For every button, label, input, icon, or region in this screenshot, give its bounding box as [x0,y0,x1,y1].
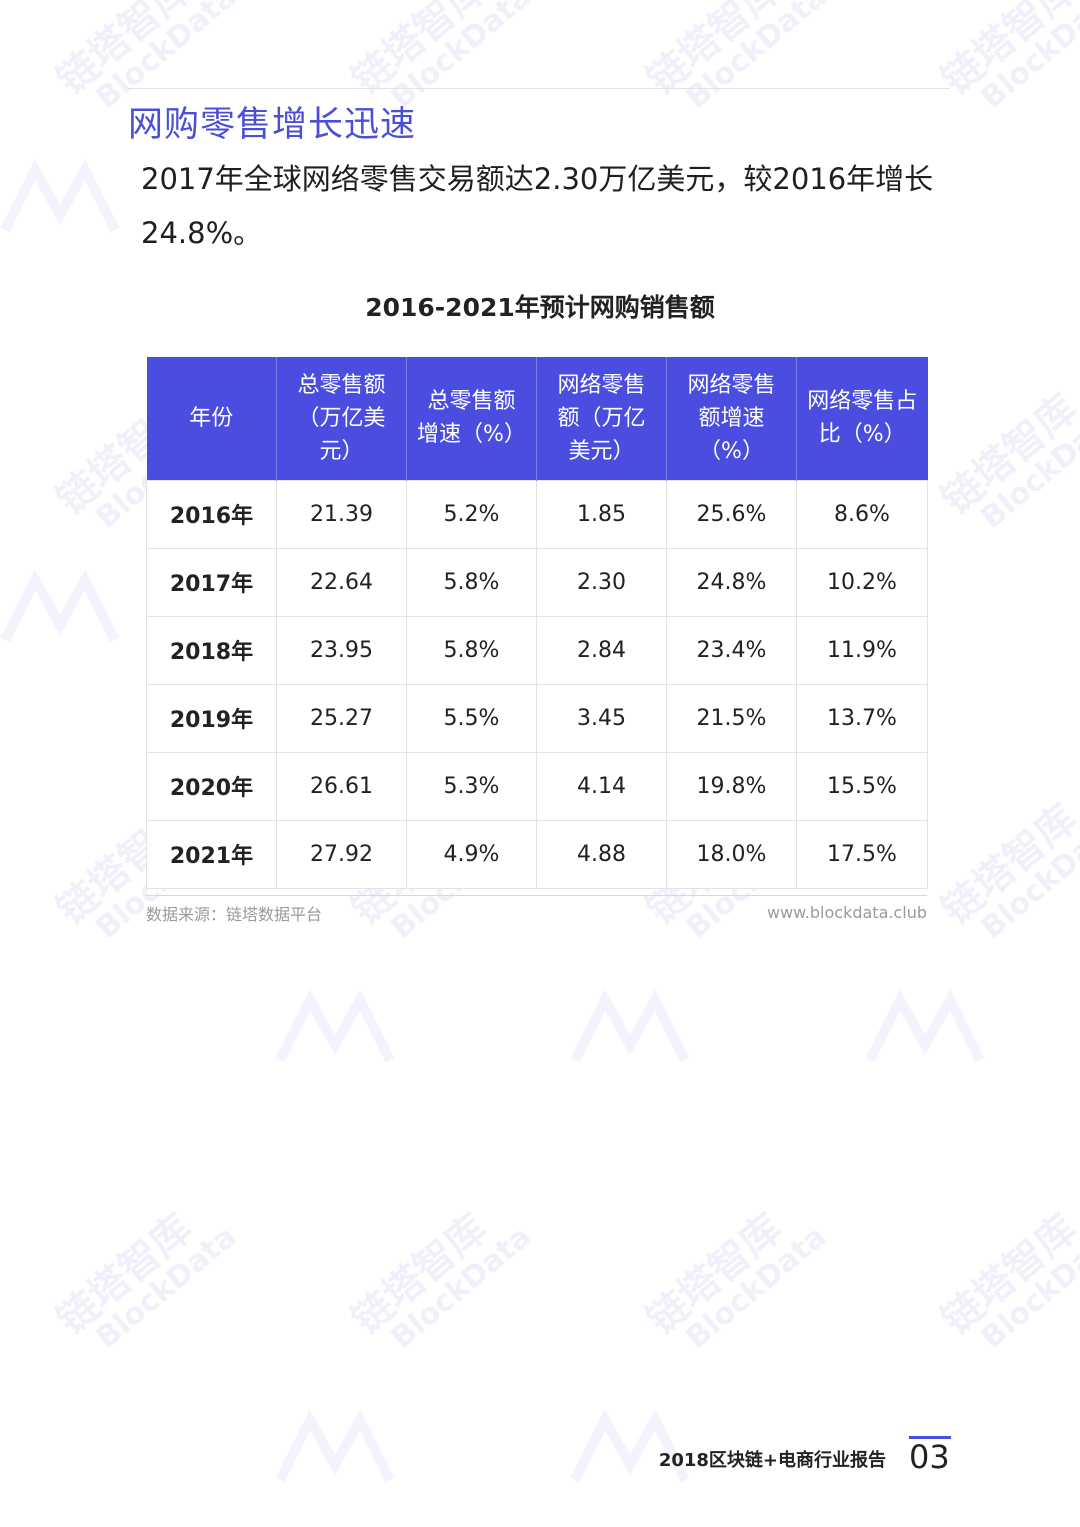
table-cell: 4.14 [536,751,667,821]
table-cell: 4.9% [406,819,537,889]
column-header-online-retail: 网络零售额（万亿美元） [536,357,667,480]
table-cell: 21.39 [276,479,407,549]
table-cell: 24.8% [666,547,797,617]
watermark-cn: 链塔智库 [933,1205,1080,1344]
page-title: 网购零售增长迅速 [128,105,417,145]
watermark-cn: 链塔智库 [933,795,1080,934]
column-header-online-retail-growth: 网络零售额增速（%） [666,357,797,480]
watermark-cn: 链塔智库 [343,0,496,104]
table-cell-year: 2021年 [146,819,277,889]
watermark-cn: 链塔智库 [343,1205,496,1344]
watermark-en: BlockData [89,1219,244,1356]
table-cell: 3.45 [536,683,667,753]
table-cell: 23.95 [276,615,407,685]
watermark-en: BlockData [679,1219,834,1356]
table-cell: 8.6% [796,479,928,549]
intro-paragraph: 2017年全球网络零售交易额达2.30万亿美元，较2016年增长24.8%。 [141,162,934,250]
table-cell: 25.27 [276,683,407,753]
sales-table: 年份 总零售额（万亿美元） 总零售额增速（%） 网络零售额（万亿美元） 网络零售… [146,357,928,889]
watermark-cn: 链塔智库 [638,1205,791,1344]
table-cell: 1.85 [536,479,667,549]
watermark-cn: 链塔智库 [933,385,1080,524]
table-cell: 17.5% [796,819,928,889]
table-cell: 10.2% [796,547,928,617]
watermark-en: BlockData [974,0,1080,116]
table-row: 2017年 22.64 5.8% 2.30 24.8% 10.2% [146,547,928,617]
table-header-row: 年份 总零售额（万亿美元） 总零售额增速（%） 网络零售额（万亿美元） 网络零售… [146,357,928,480]
table-cell: 25.6% [666,479,797,549]
table-cell: 2.84 [536,615,667,685]
table-cell: 2.30 [536,547,667,617]
watermark-cn: 链塔智库 [48,0,201,104]
table-cell: 19.8% [666,751,797,821]
table-cell-year: 2016年 [146,479,277,549]
table-row: 2020年 26.61 5.3% 4.14 19.8% 15.5% [146,751,928,821]
table-cell: 22.64 [276,547,407,617]
table-row: 2018年 23.95 5.8% 2.84 23.4% 11.9% [146,615,928,685]
watermark-cn: 链塔智库 [638,0,791,104]
top-divider [128,88,950,89]
table-cell-year: 2019年 [146,683,277,753]
column-header-year: 年份 [146,357,277,480]
table-cell: 11.9% [796,615,928,685]
table-cell: 5.2% [406,479,537,549]
table-cell: 5.3% [406,751,537,821]
table-cell: 5.8% [406,547,537,617]
table-cell: 13.7% [796,683,928,753]
watermark-en: BlockData [974,809,1080,946]
page-number: 03 [909,1438,950,1476]
column-header-online-share: 网络零售占比（%） [796,357,928,480]
report-title: 2018区块链+电商行业报告 [658,1450,886,1471]
page-number-accent [909,1436,951,1439]
site-url: www.blockdata.club [767,903,927,922]
table-cell: 21.5% [666,683,797,753]
table-cell: 15.5% [796,751,928,821]
table-cell: 27.92 [276,819,407,889]
table-cell: 4.88 [536,819,667,889]
column-header-total-retail: 总零售额（万亿美元） [276,357,407,480]
table-cell: 5.8% [406,615,537,685]
table-cell: 26.61 [276,751,407,821]
table-cell: 23.4% [666,615,797,685]
table-title: 2016-2021年预计网购销售额 [365,293,715,322]
watermark-cn: 链塔智库 [933,0,1080,104]
table-row: 2019年 25.27 5.5% 3.45 21.5% 13.7% [146,683,928,753]
table-cell: 5.5% [406,683,537,753]
watermark-en: BlockData [974,1219,1080,1356]
table-cell-year: 2020年 [146,751,277,821]
watermark-en: BlockData [679,0,834,116]
table-cell: 18.0% [666,819,797,889]
table-cell-year: 2018年 [146,615,277,685]
data-source: 数据来源：链塔数据平台 [146,905,323,924]
source-divider [146,895,927,896]
table-row: 2021年 27.92 4.9% 4.88 18.0% 17.5% [146,819,928,889]
column-header-total-retail-growth: 总零售额增速（%） [406,357,537,480]
watermark-cn: 链塔智库 [48,1205,201,1344]
table-cell-year: 2017年 [146,547,277,617]
watermark-en: BlockData [974,399,1080,536]
watermark-en: BlockData [384,1219,539,1356]
table-row: 2016年 21.39 5.2% 1.85 25.6% 8.6% [146,479,928,549]
